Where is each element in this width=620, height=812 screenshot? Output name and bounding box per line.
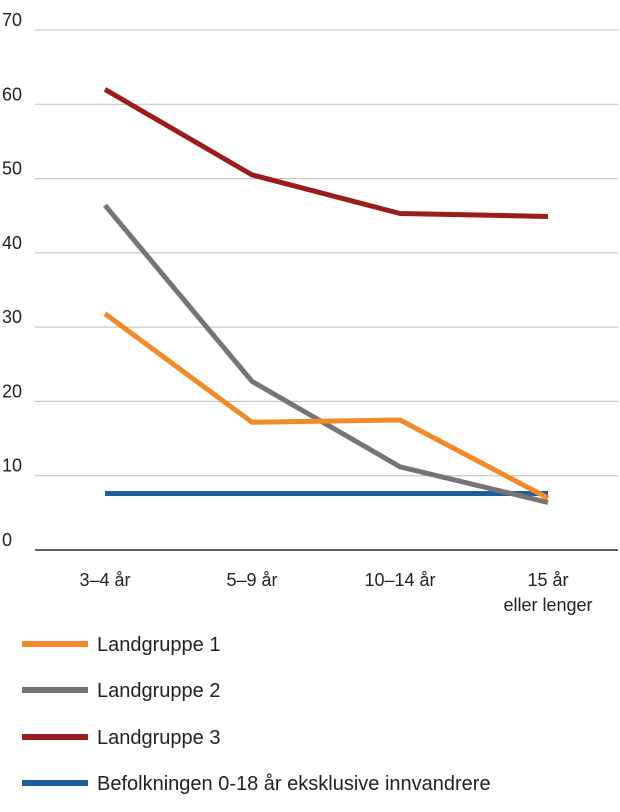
- y-tick-label: 0: [2, 530, 12, 550]
- legend-label: Landgruppe 2: [97, 680, 220, 702]
- x-tick-label-line: 3–4 år: [79, 570, 130, 590]
- series-lines: [103, 87, 550, 505]
- series-line-1: [103, 311, 550, 501]
- x-tick-label: 10–14 år: [364, 570, 435, 590]
- legend-label: Landgruppe 3: [97, 727, 220, 749]
- y-tick-label: 10: [2, 456, 22, 476]
- y-tick-label: 60: [2, 84, 22, 104]
- x-tick-label-line: eller lenger: [503, 595, 592, 615]
- y-tick-label: 70: [2, 10, 22, 30]
- y-tick-label: 50: [2, 159, 22, 179]
- gridlines: [35, 29, 618, 551]
- x-tick-label: 5–9 år: [226, 570, 277, 590]
- x-tick-label-line: 10–14 år: [364, 570, 435, 590]
- series-line-3: [103, 87, 549, 219]
- legend-label: Landgruppe 1: [97, 634, 220, 656]
- y-tick-label: 30: [2, 307, 22, 327]
- x-axis: 3–4 år 5–9 år 10–14 år 15 år eller lenger: [79, 570, 592, 615]
- legend: Landgruppe 1 Landgruppe 2 Landgruppe 3 Befo…: [22, 634, 491, 795]
- legend-label: Befolkningen 0-18 år eksklusive innvandr…: [97, 773, 491, 795]
- y-tick-label: 20: [2, 381, 22, 401]
- y-tick-label: 40: [2, 233, 22, 253]
- y-axis: 0 10 20 30 40 50 60 70: [2, 10, 22, 550]
- x-tick-label: 15 år eller lenger: [503, 570, 592, 615]
- series-line-2: [103, 203, 549, 505]
- x-tick-label-line: 15 år: [527, 570, 568, 590]
- x-tick-label: 3–4 år: [79, 570, 130, 590]
- x-tick-label-line: 5–9 år: [226, 570, 277, 590]
